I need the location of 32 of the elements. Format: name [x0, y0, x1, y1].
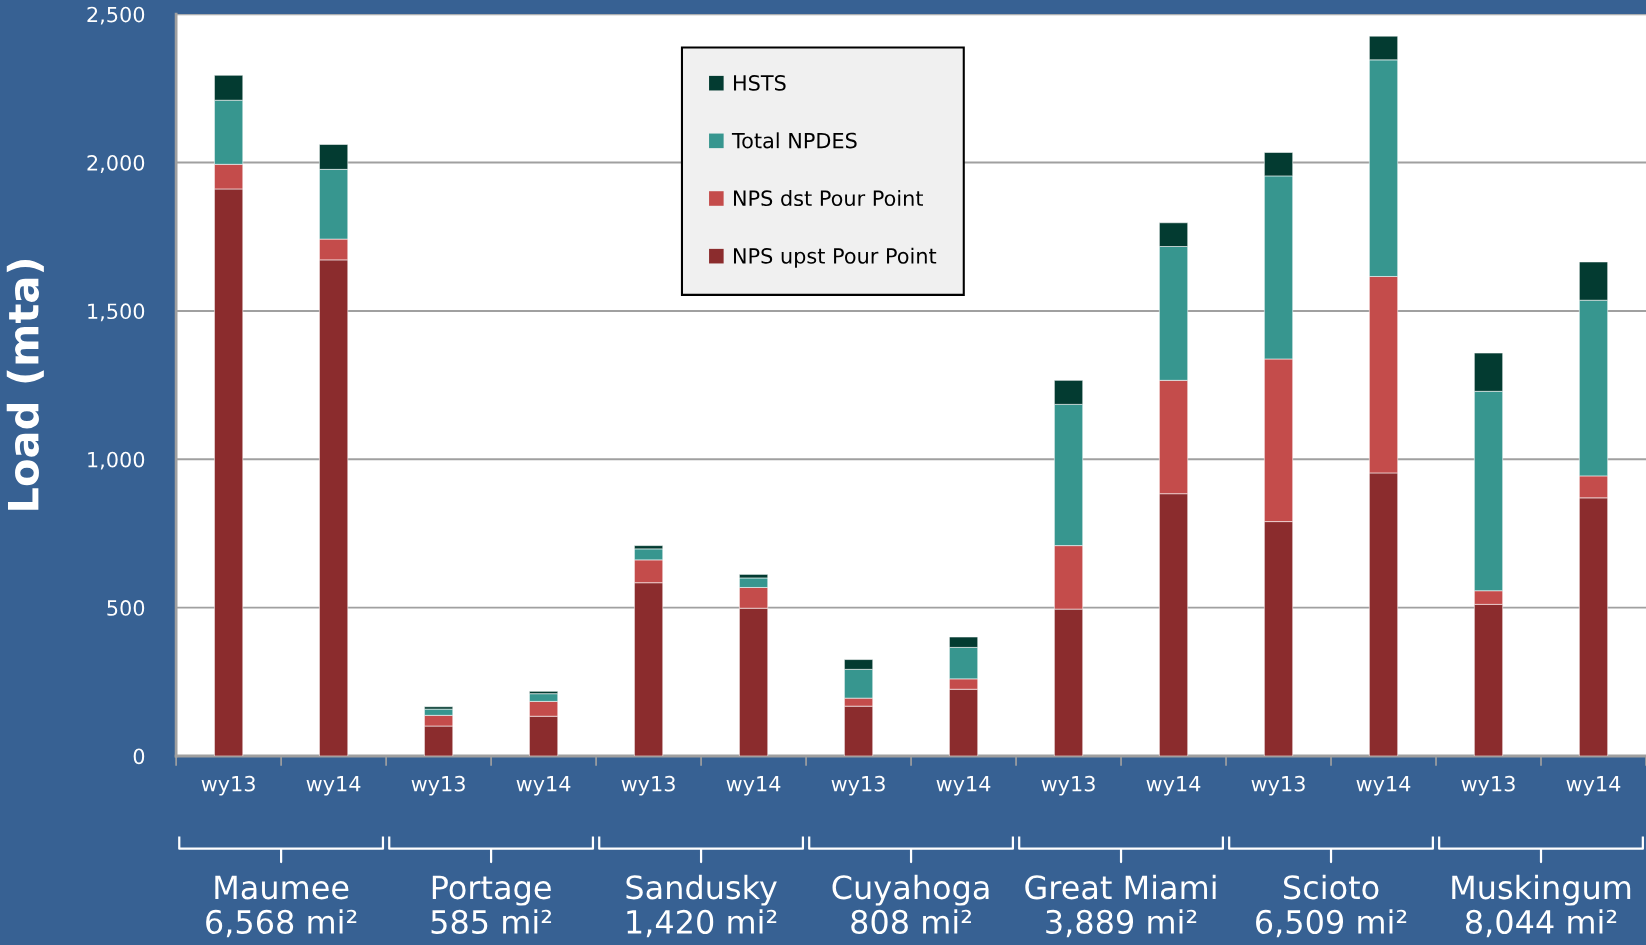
- x-tick-label: wy13: [831, 775, 885, 796]
- x-tick-label: wy13: [411, 775, 465, 796]
- x-tick-label: wy14: [1566, 776, 1621, 796]
- x-tick-label: wy13: [201, 775, 255, 796]
- y-tick-label: 1,500: [88, 303, 145, 322]
- text: Maumee 6,568 mi²: [206, 875, 357, 938]
- x-tick-label: wy14: [1146, 776, 1201, 796]
- legend-label: NPS dst Pour Point: [734, 189, 923, 207]
- y-tick-label: 1,000: [88, 451, 145, 470]
- text: Scioto 6,509 mi²: [1256, 874, 1407, 938]
- y-tick-label: 2,000: [87, 154, 145, 173]
- text: Great Miami 3,889 mi²: [1025, 874, 1216, 938]
- x-tick-label: wy14: [1356, 776, 1411, 796]
- x-tick-label: wy13: [1461, 775, 1515, 796]
- x-tick-label: wy14: [726, 776, 781, 796]
- x-tick-label: wy14: [306, 776, 361, 796]
- text: Portage 585 mi²: [431, 875, 552, 934]
- y-tick-label: 2,500: [87, 6, 145, 25]
- x-tick-label: wy13: [1251, 775, 1305, 796]
- text: Muskingum 8,044 mi²: [1452, 874, 1631, 938]
- x-tick-label: wy14: [516, 776, 571, 796]
- y-axis-title: Load (mta): [6, 260, 44, 510]
- y-tick-label: 0: [133, 748, 145, 765]
- legend-label: NPS upst Pour Point: [734, 247, 937, 268]
- x-tick-label: wy13: [1041, 775, 1095, 796]
- text: Sandusky 1,420 mi²: [626, 874, 777, 938]
- x-tick-label: wy14: [936, 776, 991, 796]
- x-tick-label: wy13: [621, 775, 675, 796]
- legend-label: Total NPDES: [731, 132, 857, 149]
- legend-label: HSTS: [734, 75, 786, 91]
- y-tick-label: 500: [107, 600, 145, 616]
- text: Cuyahoga 808 mi²: [832, 874, 989, 934]
